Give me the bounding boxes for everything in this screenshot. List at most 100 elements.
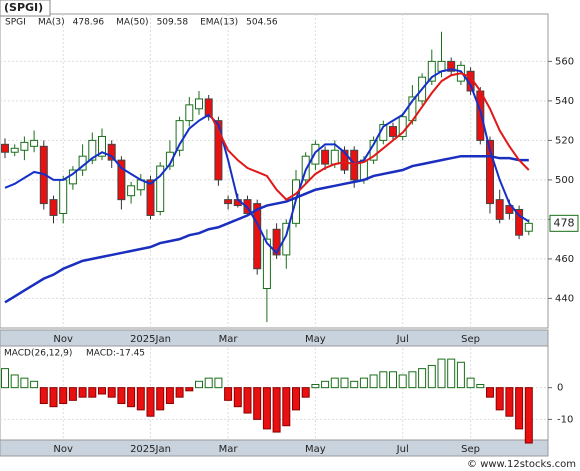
macd-bar	[301, 387, 310, 398]
price-tag-label: 478	[554, 216, 575, 229]
macd-bar	[350, 380, 359, 389]
legend-name: EMA(13)	[200, 18, 238, 28]
macd-bar	[146, 387, 155, 417]
legend-value: 478.96	[73, 18, 105, 28]
candle-body	[505, 205, 514, 214]
candle-body	[98, 135, 106, 157]
candle-body	[185, 104, 194, 122]
macd-bar	[233, 387, 242, 408]
macd-value: MACD:-17.45	[86, 349, 145, 359]
x-tick-label: Mar	[219, 334, 239, 345]
candle-body	[495, 199, 504, 220]
legend-name: MA(3)	[38, 18, 65, 28]
macd-bar	[321, 380, 330, 389]
macd-bar	[49, 387, 58, 408]
x-tick-label: May	[305, 334, 326, 345]
macd-title: MACD(26,12,9)	[4, 349, 72, 359]
macd-bar	[398, 374, 407, 389]
macd-bar	[165, 387, 174, 405]
macd-bar	[456, 361, 465, 389]
legend-symbol: SPGI	[5, 18, 26, 28]
candle-body	[262, 238, 271, 290]
candle-body	[88, 139, 97, 161]
y-tick-label: 500	[555, 175, 574, 186]
candle-body	[117, 159, 126, 201]
candle-body	[224, 199, 233, 205]
candle-body	[253, 203, 262, 270]
macd-bar	[427, 364, 436, 389]
candle-body	[107, 143, 116, 161]
y-tick-label: 540	[555, 96, 574, 107]
candle-body	[214, 120, 223, 181]
candle-body	[156, 165, 165, 212]
ma-line	[4, 154, 529, 304]
y-tick-label: -10	[557, 414, 573, 425]
footer: © www.12stocks.com	[467, 459, 576, 470]
macd-bar	[340, 377, 349, 389]
macd-bar	[524, 387, 533, 444]
x-tick-label: Sep	[461, 334, 480, 345]
candle-body	[20, 141, 29, 151]
x-tick-label: Nov	[53, 444, 73, 455]
candle-body	[321, 149, 330, 165]
macd-bar	[495, 387, 504, 411]
macd-bar	[282, 387, 291, 427]
macd-bar	[292, 387, 300, 411]
candle-body	[486, 139, 494, 205]
macd-bar	[243, 387, 252, 414]
x-tick-label: Jul	[396, 444, 409, 455]
candle-body	[476, 90, 485, 141]
candle-body	[10, 147, 19, 153]
macd-bar	[486, 387, 494, 398]
macd-bar	[10, 374, 19, 389]
macd-bar	[389, 371, 397, 389]
macd-bar	[107, 387, 116, 398]
macd-bar	[78, 387, 87, 398]
macd-bar	[195, 380, 203, 389]
candle-body	[59, 179, 68, 214]
macd-bar	[127, 387, 136, 408]
macd-bar	[117, 387, 126, 405]
y-tick-label: 440	[555, 293, 574, 304]
candle-body	[282, 222, 291, 256]
candle-body	[427, 60, 436, 82]
macd-bar	[369, 374, 378, 389]
candle-body	[389, 126, 397, 137]
price-panel	[0, 13, 549, 329]
macd-bar	[39, 387, 48, 405]
macd-bar	[224, 387, 233, 401]
macd-bar	[408, 371, 417, 389]
price-tag	[549, 214, 579, 232]
chart-title: (SPGI)	[4, 1, 43, 14]
macd-bar	[185, 387, 194, 392]
macd-bar	[214, 377, 223, 389]
y-tick-label: 460	[555, 254, 574, 265]
x-tick-label: 2025Jan	[130, 334, 171, 345]
macd-bar	[437, 358, 446, 389]
macd-bar	[379, 371, 388, 389]
candle-body	[330, 149, 339, 165]
macd-bar	[447, 358, 456, 389]
candle-body	[524, 222, 533, 232]
candle-body	[398, 116, 407, 137]
legend-value: 509.58	[157, 18, 189, 28]
ma-line	[207, 72, 530, 201]
x-tick-label: Nov	[53, 334, 73, 345]
macd-bar	[262, 387, 271, 430]
y-tick-label: 520	[555, 135, 574, 146]
x-tick-label: Mar	[219, 444, 239, 455]
legend-value: 504.56	[246, 18, 278, 28]
candle-body	[175, 120, 184, 151]
macd-bar	[1, 368, 9, 389]
candle-body	[1, 143, 9, 153]
candle-body	[30, 139, 39, 147]
macd-bar	[156, 387, 165, 411]
x-tick-label: May	[305, 444, 326, 455]
candle-body	[204, 98, 213, 118]
y-tick-label: 560	[555, 56, 574, 67]
macd-bar	[59, 387, 68, 405]
candle-body	[127, 185, 136, 197]
title-box	[0, 0, 51, 17]
candle-body	[195, 98, 203, 110]
